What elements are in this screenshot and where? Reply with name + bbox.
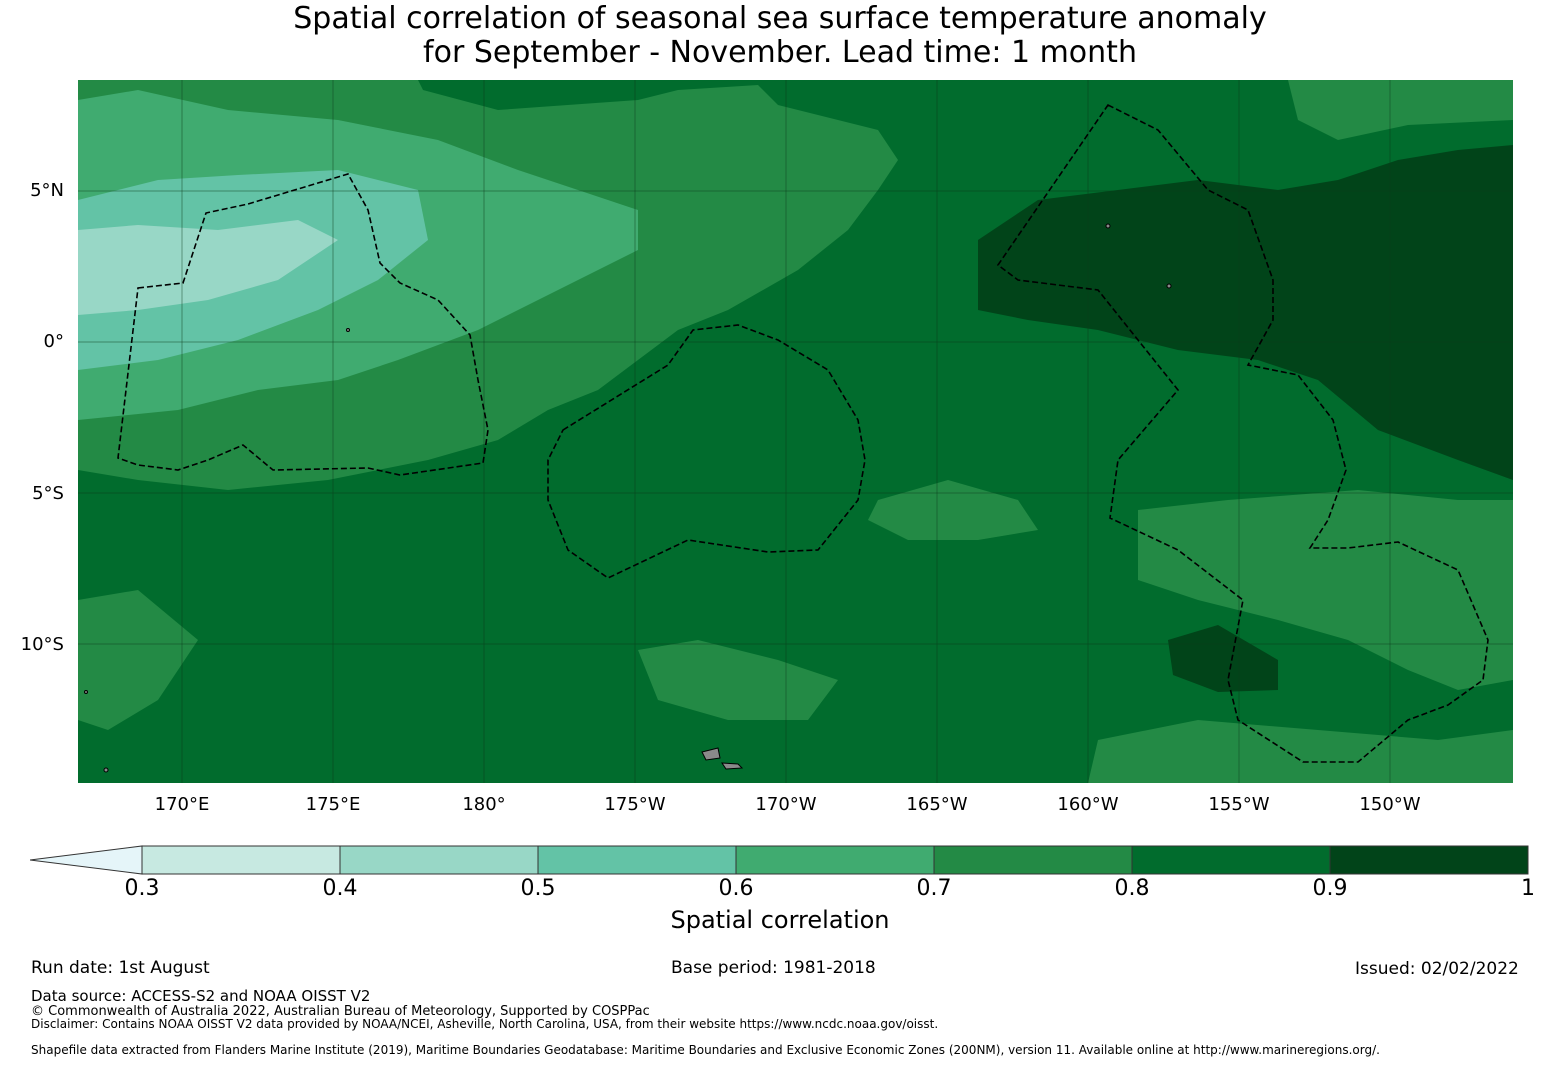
eez-boundary-west — [117, 173, 489, 476]
colorbar-bin-0.9 — [1329, 845, 1529, 875]
disclaimer: Disclaimer: Contains NOAA OISST V2 data … — [31, 1017, 939, 1031]
field-0.7-region-ne — [1288, 80, 1513, 140]
colorbar-extend-arrow — [30, 845, 143, 875]
lon-label-180: 180° — [462, 794, 506, 815]
map-title: Spatial correlation of seasonal sea surf… — [0, 2, 1560, 70]
island-small-4 — [84, 690, 88, 694]
island-samoa-east — [721, 762, 744, 770]
colorbar-tick-0.3: 0.3 — [124, 876, 160, 901]
field-0.9-region-ne — [978, 145, 1513, 480]
colorbar-label: Spatial correlation — [670, 906, 890, 934]
field-0.7-region-mid — [868, 480, 1038, 540]
colorbar-bin-0.3 — [141, 845, 341, 875]
island-small-3 — [346, 328, 350, 332]
island-small-5 — [103, 767, 109, 773]
colorbar — [30, 845, 1529, 875]
island-small-1 — [1166, 283, 1172, 289]
colorbar-tick-1: 1 — [1521, 876, 1535, 901]
lon-label-170w: 170°W — [755, 794, 817, 815]
copyright: © Commonwealth of Australia 2022, Austra… — [31, 1004, 650, 1019]
lon-label-175e: 175°E — [305, 794, 361, 815]
issued-date: Issued: 02/02/2022 — [1355, 959, 1519, 979]
island-samoa-west — [701, 747, 721, 761]
colorbar-tick-0.9: 0.9 — [1312, 876, 1348, 901]
lat-label-5n: 5°N — [30, 180, 64, 201]
eez-boundaries — [117, 103, 1489, 763]
island-small-2 — [1105, 223, 1111, 229]
title-line-1: Spatial correlation of seasonal sea surf… — [293, 1, 1267, 36]
field-0.7-region-s — [638, 640, 838, 720]
colorbar-tick-0.7: 0.7 — [916, 876, 952, 901]
run-date: Run date: 1st August — [31, 958, 210, 978]
colorbar-tick-0.5: 0.5 — [520, 876, 556, 901]
colorbar-tick-0.4: 0.4 — [322, 876, 358, 901]
eez-boundary-east — [996, 103, 1489, 763]
lon-label-175w: 175°W — [604, 794, 666, 815]
field-0.9-region-s — [1168, 625, 1278, 692]
colorbar-bin-0.8 — [1131, 845, 1331, 875]
eez-boundary-central — [547, 324, 866, 579]
graticule — [78, 80, 1513, 783]
colorbar-bin-0.4 — [339, 845, 539, 875]
field-0.7-region-se — [1138, 490, 1513, 690]
colorbar-tick-0.6: 0.6 — [718, 876, 754, 901]
lon-label-150w: 150°W — [1359, 794, 1421, 815]
colorbar-bin-0.5 — [537, 845, 737, 875]
lat-label-10s: 10°S — [20, 634, 64, 655]
lat-label-5s: 5°S — [32, 483, 64, 504]
field-0.7-region-sw — [78, 590, 198, 730]
title-line-2: for September - November. Lead time: 1 m… — [423, 35, 1137, 70]
lon-label-155w: 155°W — [1208, 794, 1270, 815]
correlation-map — [78, 80, 1513, 783]
colorbar-bin-0.6 — [735, 845, 935, 875]
field-0.7-region-bottom — [1088, 720, 1513, 783]
field-0.4-region — [78, 220, 338, 315]
lon-label-160w: 160°W — [1057, 794, 1119, 815]
lon-label-165w: 165°W — [906, 794, 968, 815]
base-period: Base period: 1981-2018 — [671, 958, 876, 978]
lon-label-170e: 170°E — [154, 794, 210, 815]
lat-label-0: 0° — [43, 331, 64, 352]
data-source: Data source: ACCESS-S2 and NOAA OISST V2 — [31, 987, 371, 1005]
colorbar-tick-0.8: 0.8 — [1114, 876, 1150, 901]
islands — [84, 223, 1172, 773]
shapefile-credit: Shapefile data extracted from Flanders M… — [31, 1043, 1380, 1057]
colorbar-bin-0.7 — [933, 845, 1133, 875]
